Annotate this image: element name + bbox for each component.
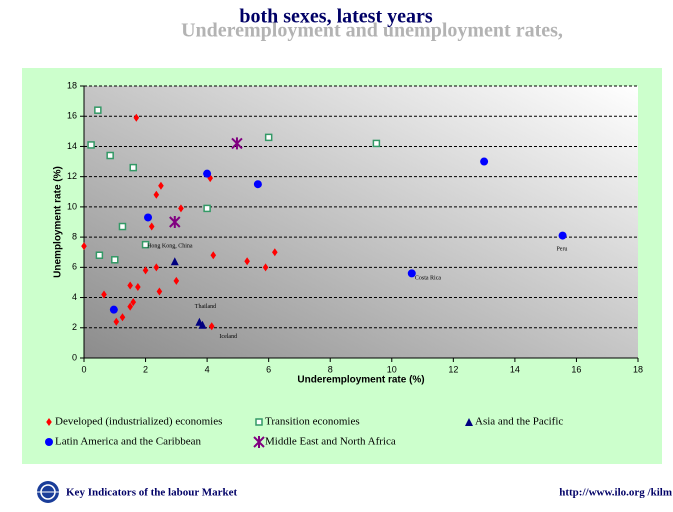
point [113, 317, 120, 326]
y-tick-label: 2 [72, 322, 77, 332]
point [407, 269, 416, 278]
point [127, 302, 133, 311]
point [156, 287, 163, 296]
point [133, 113, 140, 122]
point [264, 133, 273, 142]
y-tick-label: 0 [72, 352, 77, 362]
point [142, 266, 149, 275]
point [81, 242, 87, 251]
point [203, 204, 211, 213]
legend-marker [465, 418, 473, 426]
annotation: Thailand [195, 304, 216, 310]
annotation: Hong Kong, China [147, 244, 193, 250]
x-tick-label: 8 [328, 364, 333, 374]
legend-label: Latin America and the Caribbean [55, 436, 201, 448]
point [158, 181, 164, 190]
point [153, 190, 160, 199]
point [372, 139, 381, 148]
legend-marker [46, 418, 52, 426]
point [231, 137, 243, 150]
title-line: both sexes, latest years [239, 6, 433, 28]
x-tick-label: 16 [571, 364, 581, 374]
point [129, 163, 137, 172]
x-tick-label: 6 [266, 364, 271, 374]
point [198, 320, 207, 329]
point [272, 248, 278, 257]
point [109, 305, 118, 314]
point [244, 257, 250, 266]
point [210, 251, 217, 260]
y-tick-label: 4 [72, 292, 77, 302]
plot-area [84, 86, 638, 358]
logo [37, 481, 59, 503]
point [173, 276, 180, 285]
point [169, 216, 181, 228]
point [130, 298, 137, 307]
x-tick-label: 2 [143, 364, 148, 374]
point [144, 213, 153, 222]
point [135, 282, 141, 291]
legend-label: Asia and the Pacific [475, 416, 563, 428]
y-tick-label: 18 [67, 80, 77, 90]
footer-right: http://www.ilo.org /kilm [559, 487, 672, 499]
annotation: Iceland [219, 334, 237, 340]
legend-label: Developed (industrialized) economies [55, 416, 222, 428]
legend-marker [253, 436, 265, 448]
legend-marker [255, 418, 263, 426]
legend-label: Middle East and North Africa [265, 436, 396, 448]
point [153, 263, 160, 272]
footer-left: Key Indicators of the labour Market [66, 487, 238, 499]
point [101, 290, 107, 299]
y-tick-label: 16 [67, 111, 77, 121]
annotation: Peru [556, 247, 567, 253]
point [119, 313, 126, 322]
x-axis-title: Underemployment rate (%) [297, 375, 424, 386]
y-tick-label: 14 [67, 141, 77, 151]
x-tick-label: 14 [510, 364, 520, 374]
y-tick-label: 6 [72, 262, 77, 272]
point [207, 174, 213, 183]
point [95, 251, 104, 259]
x-tick-label: 4 [205, 364, 210, 374]
point [170, 257, 179, 266]
point [127, 281, 133, 290]
x-tick-label: 18 [633, 364, 643, 374]
point [148, 222, 155, 231]
point [118, 222, 127, 231]
legend-label: Transition economies [265, 416, 360, 428]
y-axis-title: Unemployment rate (%) [53, 166, 64, 278]
point [94, 106, 102, 114]
point [253, 180, 262, 189]
y-tick-label: 8 [72, 231, 77, 241]
point [558, 231, 567, 240]
y-tick-label: 12 [67, 171, 77, 181]
point [178, 204, 184, 213]
y-tick-label: 10 [67, 201, 77, 211]
point [87, 141, 95, 149]
x-tick-label: 12 [448, 364, 458, 374]
point [203, 169, 212, 178]
x-tick-label: 0 [81, 364, 86, 374]
legend-marker [45, 438, 53, 446]
point [480, 157, 489, 166]
annotation: Costa Rica [415, 275, 441, 281]
point [208, 322, 215, 331]
point [262, 263, 269, 272]
point [111, 256, 119, 264]
x-tick-label: 10 [387, 364, 397, 374]
point [141, 240, 150, 249]
title-line: Underemployment and unemployment rates, [181, 20, 563, 42]
point [106, 151, 114, 160]
